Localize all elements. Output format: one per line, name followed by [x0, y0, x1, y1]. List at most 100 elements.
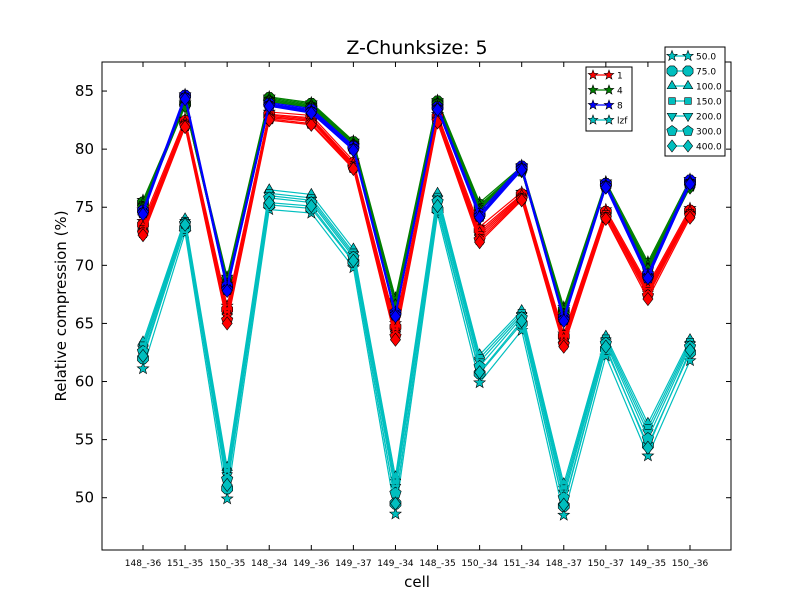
- x-tick-label: 151_-34: [503, 559, 540, 569]
- marker-legend-triangle-down-icon: [682, 112, 694, 123]
- marker-legend: 50.0 75.0 100.0 150.0 200.0 300.0 400.0: [664, 46, 726, 157]
- series-line-lzf-100.0: [142, 189, 691, 487]
- data-point-lzf-400.0: [642, 440, 654, 455]
- x-tick-label: 150_-34: [461, 559, 498, 569]
- x-tick-label: 149_-35: [630, 559, 666, 569]
- data-point-1-400.0: [389, 332, 401, 347]
- x-tick-label: 148_-34: [251, 559, 288, 569]
- marker-legend-triangle-up-icon: [682, 79, 694, 90]
- series-group-lzf: [136, 183, 697, 521]
- series-legend-marker: [603, 114, 615, 125]
- series-legend-marker: [603, 84, 615, 95]
- x-axis-label: cell: [404, 573, 430, 591]
- series-line-lzf-300.0: [142, 197, 691, 498]
- marker-legend-label: 75.0: [696, 68, 716, 78]
- series-legend-marker: [587, 84, 599, 95]
- series-line-1-400.0: [142, 119, 691, 349]
- data-point-lzf-400.0: [684, 343, 696, 358]
- series-line-8-400.0: [142, 97, 691, 324]
- series-legend-label: lzf: [617, 117, 628, 127]
- series-line-lzf-50.0: [142, 208, 691, 516]
- marker-legend-label: 50.0: [696, 53, 716, 63]
- series-legend-marker: [587, 114, 599, 125]
- x-tick-label: 149_-34: [377, 559, 414, 569]
- y-tick-label: 80: [75, 140, 94, 158]
- series-legend-label: 4: [617, 87, 623, 97]
- marker-legend-pentagon-icon: [666, 125, 678, 136]
- y-tick-label: 50: [75, 489, 94, 507]
- marker-legend-octagon-icon: [682, 65, 694, 77]
- series-legend-marker: [603, 69, 615, 80]
- x-tick-label: 149_-36: [293, 559, 330, 569]
- data-point-lzf-400.0: [263, 195, 275, 210]
- data-point-8-400.0: [221, 283, 233, 298]
- plot-frame: [101, 61, 732, 551]
- data-point-1-400.0: [137, 228, 149, 243]
- marker-legend-star-icon: [665, 49, 679, 62]
- marker-legend-square-icon: [684, 97, 692, 105]
- data-point-8-400.0: [600, 180, 612, 195]
- data-point-lzf-400.0: [347, 253, 359, 268]
- marker-legend-label: 200.0: [696, 113, 722, 123]
- data-point-lzf-400.0: [179, 217, 191, 232]
- data-point-8-400.0: [432, 102, 444, 117]
- data-point-8-400.0: [516, 162, 528, 178]
- data-point-lzf-50.0: [641, 449, 655, 462]
- x-tick-label: 148_-35: [419, 559, 455, 569]
- y-tick-label: 65: [75, 314, 94, 332]
- series-line-lzf-400.0: [142, 201, 691, 505]
- series-group-8: [136, 87, 697, 329]
- data-point-lzf-50.0: [136, 361, 150, 375]
- y-tick-label: 70: [75, 256, 94, 274]
- x-tick-label: 148_-36: [125, 559, 162, 569]
- data-point-lzf-400.0: [221, 477, 233, 493]
- series-legend-marker: [587, 69, 599, 80]
- data-point-lzf-400.0: [600, 339, 612, 354]
- series-legend: 1 4 8 lzf: [585, 66, 633, 132]
- chart-title: Z-Chunksize: 5: [346, 37, 487, 59]
- data-point-1-400.0: [221, 316, 233, 331]
- y-tick-label: 60: [75, 373, 94, 391]
- data-point-lzf-50.0: [557, 508, 571, 521]
- data-point-8-400.0: [347, 143, 359, 158]
- data-point-lzf-400.0: [516, 314, 528, 329]
- series-legend-label: 8: [617, 102, 623, 112]
- data-point-lzf-50.0: [220, 492, 234, 505]
- marker-legend-label: 150.0: [696, 98, 722, 108]
- data-point-1-400.0: [516, 193, 528, 208]
- y-tick-label: 75: [75, 198, 94, 216]
- data-point-8-400.0: [474, 210, 486, 225]
- y-tick-label: 85: [75, 82, 94, 100]
- data-point-1-400.0: [179, 119, 191, 135]
- x-tick-label: 150_-37: [588, 559, 624, 569]
- marker-legend-pentagon-icon: [682, 125, 694, 136]
- y-axis-label: Relative compression (%): [52, 210, 70, 401]
- y-tick-label: 55: [75, 431, 94, 449]
- data-point-8-400.0: [137, 207, 149, 222]
- data-point-1-400.0: [600, 211, 612, 226]
- data-point-lzf-400.0: [474, 365, 486, 380]
- marker-legend-label: 400.0: [696, 143, 722, 153]
- x-tick-label: 151_-35: [167, 559, 203, 569]
- plot-area: [136, 87, 697, 521]
- data-point-lzf-50.0: [388, 507, 402, 520]
- marker-legend-label: 300.0: [696, 128, 722, 138]
- data-point-8-400.0: [263, 99, 275, 114]
- data-point-8-400.0: [642, 271, 654, 286]
- data-point-8-400.0: [179, 92, 191, 107]
- data-point-lzf-400.0: [305, 198, 317, 214]
- x-tick-label: 149_-37: [335, 559, 371, 569]
- series-legend-marker: [603, 99, 615, 110]
- data-point-1-400.0: [642, 291, 654, 307]
- x-tick-label: 150_-36: [672, 559, 709, 569]
- data-point-8-400.0: [558, 314, 570, 329]
- data-point-8-400.0: [305, 106, 317, 121]
- data-point-1-400.0: [305, 117, 317, 132]
- marker-legend-star-icon: [681, 49, 695, 62]
- series-legend-label: 1: [617, 72, 623, 82]
- x-tick-label: 150_-35: [209, 559, 245, 569]
- marker-legend-diamond-icon: [682, 139, 694, 153]
- marker-legend-square-icon: [668, 97, 676, 105]
